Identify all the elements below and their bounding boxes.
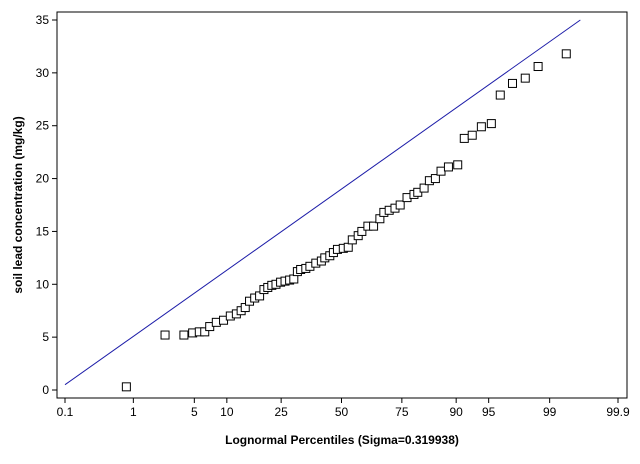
data-point	[343, 242, 353, 252]
data-point	[459, 133, 469, 143]
x-tick-label: 0.1	[57, 405, 74, 419]
data-point	[200, 327, 210, 337]
x-tick-label: 90	[449, 405, 463, 419]
data-point	[369, 221, 379, 231]
data-point	[436, 166, 446, 176]
data-point	[507, 78, 517, 88]
fit-line-layer	[64, 19, 581, 386]
data-point	[486, 119, 496, 129]
data-point	[160, 330, 170, 340]
x-tick-label: 5	[191, 405, 198, 419]
x-tick-label: 50	[335, 405, 349, 419]
y-tick-label: 0	[42, 383, 49, 397]
data-point	[520, 73, 530, 83]
y-axis-title: soil lead concentration (mg/kg)	[11, 116, 25, 293]
y-tick-label: 35	[36, 13, 50, 27]
y-tick-label: 15	[36, 224, 50, 238]
y-tick-label: 25	[36, 119, 50, 133]
data-point	[395, 200, 405, 210]
x-axis: 0.1 1 5 10 25 50 75 90 95 99 99.9	[57, 398, 630, 419]
x-tick-label: 25	[274, 405, 288, 419]
x-axis-title: Lognormal Percentiles (Sigma=0.319938)	[225, 433, 459, 447]
data-point	[357, 226, 367, 236]
data-point	[467, 130, 477, 140]
y-tick-label: 5	[42, 330, 49, 344]
data-point	[561, 49, 571, 59]
data-point	[533, 62, 543, 72]
x-tick-label: 95	[482, 405, 496, 419]
data-point	[476, 122, 486, 132]
y-tick-label: 20	[36, 172, 50, 186]
y-tick-label: 10	[36, 277, 50, 291]
data-point	[179, 330, 189, 340]
data-point	[289, 274, 299, 284]
x-tick-label: 10	[220, 405, 234, 419]
data-point	[121, 382, 131, 392]
fit-line	[64, 19, 581, 386]
data-point	[419, 183, 429, 193]
data-point	[430, 174, 440, 184]
x-tick-label: 99	[543, 405, 557, 419]
data-point	[495, 90, 505, 100]
y-axis: 0 5 10 15 20 25 30 35	[36, 13, 57, 397]
x-tick-label: 75	[395, 405, 409, 419]
x-tick-label: 99.9	[606, 405, 630, 419]
x-tick-label: 1	[130, 405, 137, 419]
data-points	[121, 49, 571, 392]
y-tick-label: 30	[36, 66, 50, 80]
data-point	[443, 162, 453, 172]
data-point	[453, 160, 463, 170]
